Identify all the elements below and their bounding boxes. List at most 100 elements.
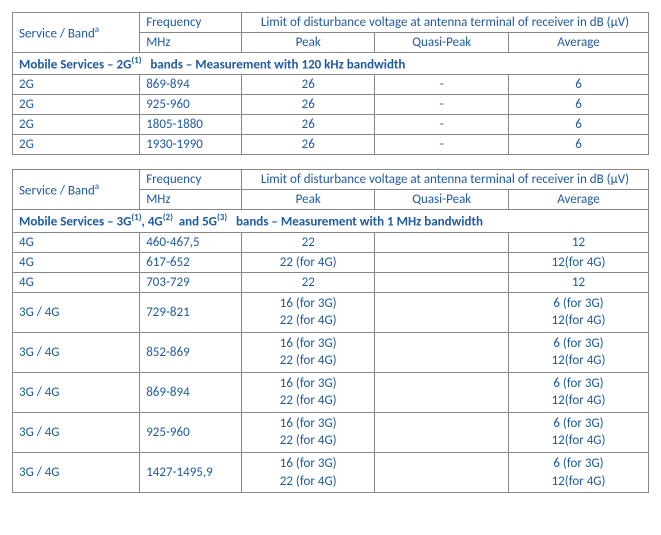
cell-peak: 26 xyxy=(241,75,375,95)
cell-frequency: 617-652 xyxy=(140,252,242,272)
cell-service: 2G xyxy=(13,75,140,95)
table-row: 2G869-89426-6 xyxy=(13,75,649,95)
cell-peak: 16 (for 3G)22 (for 4G) xyxy=(241,332,375,372)
cell-frequency: 852-869 xyxy=(140,332,242,372)
table2-section-row: Mobile Services – 3G(1), 4G(2) and 5G(3)… xyxy=(13,210,649,232)
cell-peak: 16 (for 3G)22 (for 4G) xyxy=(241,372,375,412)
th-frequency: Frequency xyxy=(140,13,242,33)
table-row: 2G925-96026-6 xyxy=(13,95,649,115)
table-2g: Service / Banda Frequency Limit of distu… xyxy=(12,12,649,155)
t2-sec-sup2: (2) xyxy=(163,212,173,223)
cell-quasi-peak xyxy=(375,372,509,412)
t1-sec-prefix: Mobile Services – 2G xyxy=(19,57,131,72)
cell-quasi-peak xyxy=(375,412,509,452)
th-service-band: Service / Banda xyxy=(13,13,140,53)
cell-frequency: 925-960 xyxy=(140,412,242,452)
cell-peak: 22 xyxy=(241,272,375,292)
cell-average: 6 xyxy=(509,95,649,115)
cell-service: 4G xyxy=(13,272,140,292)
cell-frequency: 925-960 xyxy=(140,95,242,115)
table-row: 4G703-72922 12 xyxy=(13,272,649,292)
t2-sec-mid1: , 4G xyxy=(142,215,163,230)
cell-average: 6 (for 3G)12(for 4G) xyxy=(509,412,649,452)
cell-service: 4G xyxy=(13,232,140,252)
t2-sec-prefix: Mobile Services – 3G xyxy=(19,215,131,230)
cell-frequency: 729-821 xyxy=(140,292,242,332)
cell-quasi-peak xyxy=(375,332,509,372)
cell-average: 6 xyxy=(509,135,649,155)
cell-service: 3G / 4G xyxy=(13,292,140,332)
cell-peak: 22 (for 4G) xyxy=(241,252,375,272)
cell-service: 2G xyxy=(13,95,140,115)
cell-peak: 16 (for 3G)22 (for 4G) xyxy=(241,292,375,332)
th2-peak: Peak xyxy=(241,190,375,210)
table1-section-header: Mobile Services – 2G(1) bands – Measurem… xyxy=(13,53,649,75)
t2-sec-sup3: (3) xyxy=(217,212,227,223)
table-row: 2G1805-188026-6 xyxy=(13,115,649,135)
th-quasi-peak: Quasi-Peak xyxy=(375,33,509,53)
th-average: Average xyxy=(509,33,649,53)
t1-sec-sup: (1) xyxy=(131,55,141,66)
cell-peak: 22 xyxy=(241,232,375,252)
cell-frequency: 703-729 xyxy=(140,272,242,292)
cell-peak: 26 xyxy=(241,115,375,135)
table-row: 4G460-467,522 12 xyxy=(13,232,649,252)
th-mhz: MHz xyxy=(140,33,242,53)
cell-average: 6 (for 3G)12(for 4G) xyxy=(509,332,649,372)
cell-peak: 16 (for 3G)22 (for 4G) xyxy=(241,453,375,493)
cell-quasi-peak: - xyxy=(375,95,509,115)
cell-service: 3G / 4G xyxy=(13,453,140,493)
cell-peak: 16 (for 3G)22 (for 4G) xyxy=(241,412,375,452)
cell-average: 12 xyxy=(509,232,649,252)
table-row: 3G / 4G729-82116 (for 3G)22 (for 4G) 6 (… xyxy=(13,292,649,332)
th2-service-text: Service / Band xyxy=(19,183,95,198)
cell-quasi-peak xyxy=(375,292,509,332)
cell-peak: 26 xyxy=(241,135,375,155)
th2-service-sup: a xyxy=(95,181,99,192)
cell-average: 12 xyxy=(509,272,649,292)
table1-section-row: Mobile Services – 2G(1) bands – Measurem… xyxy=(13,53,649,75)
cell-frequency: 1427-1495,9 xyxy=(140,453,242,493)
table-row: 3G / 4G869-89416 (for 3G)22 (for 4G) 6 (… xyxy=(13,372,649,412)
th2-frequency: Frequency xyxy=(140,170,242,190)
cell-quasi-peak xyxy=(375,232,509,252)
th2-average: Average xyxy=(509,190,649,210)
cell-quasi-peak: - xyxy=(375,75,509,95)
cell-service: 4G xyxy=(13,252,140,272)
cell-quasi-peak xyxy=(375,272,509,292)
table-row: 2G1930-199026-6 xyxy=(13,135,649,155)
th2-limit-title: Limit of disturbance voltage at antenna … xyxy=(241,170,648,190)
cell-frequency: 869-894 xyxy=(140,75,242,95)
table-3g4g5g: Service / Banda Frequency Limit of distu… xyxy=(12,169,649,493)
t2-sec-suffix: bands – Measurement with 1 MHz bandwidth xyxy=(227,215,483,230)
cell-quasi-peak xyxy=(375,252,509,272)
cell-quasi-peak: - xyxy=(375,135,509,155)
cell-frequency: 460-467,5 xyxy=(140,232,242,252)
cell-frequency: 869-894 xyxy=(140,372,242,412)
cell-service: 2G xyxy=(13,135,140,155)
table-row: 3G / 4G1427-1495,916 (for 3G)22 (for 4G)… xyxy=(13,453,649,493)
cell-average: 12(for 4G) xyxy=(509,252,649,272)
th-peak: Peak xyxy=(241,33,375,53)
cell-average: 6 (for 3G)12(for 4G) xyxy=(509,292,649,332)
th-service-text: Service / Band xyxy=(19,26,95,41)
cell-average: 6 (for 3G)12(for 4G) xyxy=(509,372,649,412)
table-row: 4G617-65222 (for 4G) 12(for 4G) xyxy=(13,252,649,272)
table-row: 3G / 4G852-86916 (for 3G)22 (for 4G) 6 (… xyxy=(13,332,649,372)
table-row: 3G / 4G925-96016 (for 3G)22 (for 4G) 6 (… xyxy=(13,412,649,452)
cell-service: 3G / 4G xyxy=(13,372,140,412)
th-service-sup: a xyxy=(95,24,99,35)
t1-sec-suffix: bands – Measurement with 120 kHz bandwid… xyxy=(142,57,406,72)
t2-sec-sup1: (1) xyxy=(131,212,141,223)
cell-peak: 26 xyxy=(241,95,375,115)
th2-quasi-peak: Quasi-Peak xyxy=(375,190,509,210)
cell-service: 2G xyxy=(13,115,140,135)
table2-section-header: Mobile Services – 3G(1), 4G(2) and 5G(3)… xyxy=(13,210,649,232)
cell-quasi-peak: - xyxy=(375,115,509,135)
table2-header-row1: Service / Banda Frequency Limit of distu… xyxy=(13,170,649,190)
cell-quasi-peak xyxy=(375,453,509,493)
th-limit-title: Limit of disturbance voltage at antenna … xyxy=(241,13,648,33)
table1-header-row1: Service / Banda Frequency Limit of distu… xyxy=(13,13,649,33)
cell-service: 3G / 4G xyxy=(13,412,140,452)
cell-service: 3G / 4G xyxy=(13,332,140,372)
